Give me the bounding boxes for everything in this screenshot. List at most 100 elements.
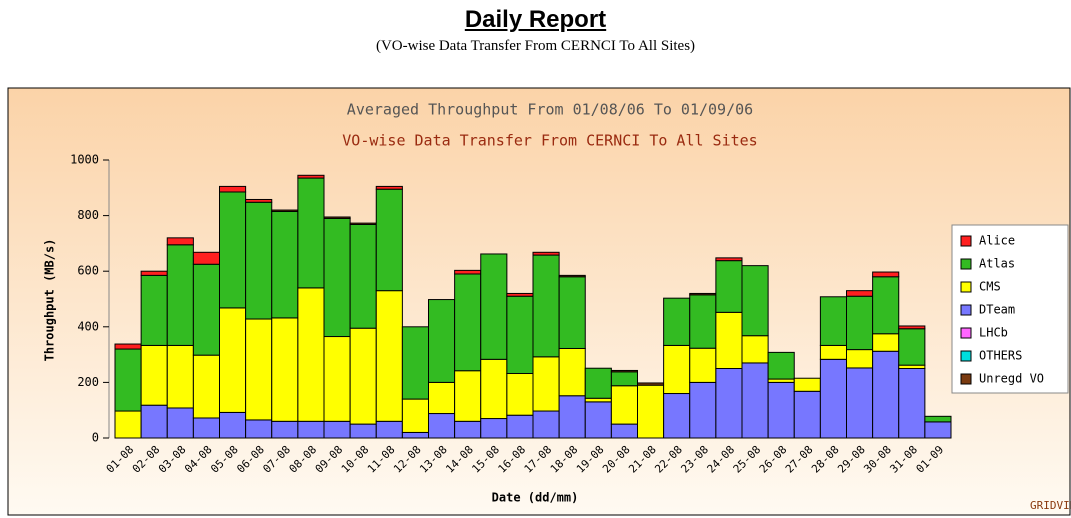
bar-segment (584, 397, 612, 403)
bar-segment (558, 274, 586, 278)
bar-segment (454, 370, 482, 422)
bar-segment (428, 381, 456, 415)
bar-segment (767, 381, 795, 439)
bar-segment (140, 344, 168, 406)
bar-segment (819, 296, 847, 346)
bar-segment (767, 378, 795, 383)
bar-segment (219, 185, 247, 193)
bar-segment (192, 354, 220, 419)
bar-segment (846, 295, 874, 351)
bar-segment (192, 263, 220, 356)
chart-title: Averaged Throughput From 01/08/06 To 01/… (347, 101, 753, 119)
bar-segment (375, 188, 403, 292)
bar-segment (506, 373, 534, 416)
bar-segment (271, 210, 299, 319)
bar-segment (819, 344, 847, 360)
bar-segment (166, 244, 194, 346)
bar-segment (506, 414, 534, 439)
y-tick-label: 400 (77, 319, 99, 333)
legend-swatch (960, 258, 972, 270)
bar-segment (140, 404, 168, 439)
bar-segment (558, 395, 586, 439)
bar-segment (558, 276, 586, 349)
bar-segment (297, 287, 325, 422)
bar-segment (271, 209, 299, 212)
bar-segment (349, 222, 377, 225)
bar-segment (793, 377, 821, 392)
bar-segment (846, 349, 874, 369)
bar-segment (741, 335, 769, 364)
bar-segment (375, 290, 403, 422)
bar-segment (506, 295, 534, 375)
bar-segment (689, 381, 717, 439)
bar-segment (140, 274, 168, 346)
bar-segment (114, 343, 142, 350)
legend-swatch (960, 281, 972, 293)
bar-segment (375, 185, 403, 190)
legend-label: CMS (979, 280, 1001, 294)
bar-segment (898, 328, 926, 366)
bar-segment (428, 413, 456, 439)
bar-segment (245, 318, 273, 421)
bar-segment (219, 191, 247, 309)
bar-segment (663, 297, 691, 346)
watermark: GRIDVIEW (1030, 499, 1071, 512)
legend-swatch (960, 304, 972, 316)
bar-segment (637, 382, 665, 386)
bar-segment (898, 325, 926, 330)
bar-segment (506, 292, 534, 297)
bar-segment (428, 299, 456, 383)
bar-segment (375, 420, 403, 439)
y-tick-label: 0 (92, 431, 99, 445)
bar-segment (166, 344, 194, 409)
bar-segment (715, 260, 743, 313)
bar-segment (741, 362, 769, 439)
chart-subtitle: VO-wise Data Transfer From CERNCI To All… (342, 132, 757, 150)
bar-segment (245, 198, 273, 203)
bar-segment (114, 410, 142, 439)
bar-segment (114, 348, 142, 412)
page-subtitle: (VO-wise Data Transfer From CERNCI To Al… (375, 38, 696, 54)
bar-segment (532, 254, 560, 358)
bar-segment (689, 294, 717, 349)
x-axis-label: Date (dd/mm) (492, 491, 579, 505)
bar-segment (219, 307, 247, 413)
bar-segment (924, 415, 952, 423)
legend-label: OTHERS (979, 349, 1022, 363)
y-tick-label: 1000 (70, 153, 99, 167)
bar-segment (610, 371, 638, 387)
bar-segment (819, 358, 847, 439)
legend-swatch (960, 327, 972, 339)
bar-segment (584, 367, 612, 399)
bar-segment (271, 317, 299, 422)
y-axis-label: Throughput (MB/s) (43, 239, 57, 362)
bar-segment (454, 269, 482, 275)
bar-segment (401, 398, 429, 433)
bar-segment (349, 423, 377, 439)
bar-segment (323, 217, 351, 338)
bar-segment (872, 333, 900, 352)
bar-segment (323, 420, 351, 439)
bar-segment (715, 311, 743, 369)
bar-segment (401, 326, 429, 400)
legend-label: Atlas (979, 257, 1015, 271)
bar-segment (558, 347, 586, 397)
bar-segment (349, 223, 377, 329)
bar-segment (140, 270, 168, 276)
bar-segment (271, 420, 299, 439)
bar-segment (219, 411, 247, 439)
bar-segment (323, 216, 351, 219)
bar-segment (741, 265, 769, 337)
bar-segment (610, 385, 638, 425)
legend-label: Alice (979, 234, 1015, 248)
bar-segment (192, 251, 220, 265)
bar-segment (846, 290, 874, 297)
y-tick-label: 600 (77, 264, 99, 278)
bar-segment (898, 368, 926, 439)
bar-segment (846, 367, 874, 439)
bar-segment (532, 251, 560, 256)
y-tick-label: 200 (77, 375, 99, 389)
bar-segment (297, 174, 325, 179)
bar-segment (663, 393, 691, 439)
bar-segment (454, 273, 482, 372)
